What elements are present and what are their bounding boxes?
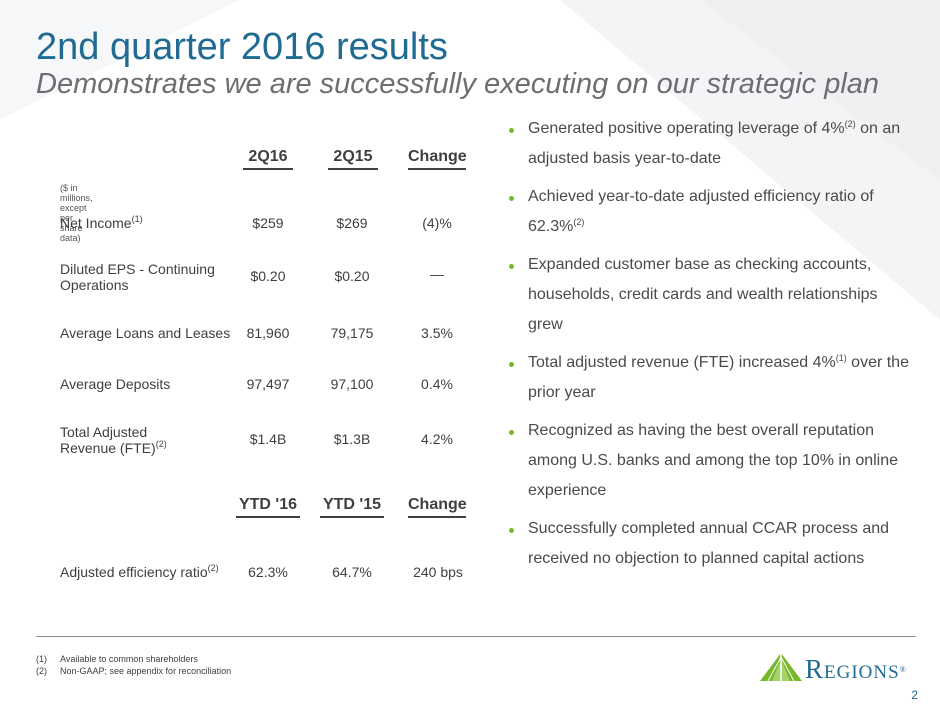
bullet-dot-icon <box>509 128 514 133</box>
cell-ytd15: 64.7% <box>332 564 372 580</box>
bullet-text: Generated positive operating leverage of… <box>528 120 845 137</box>
row-label-average-loans: Average Loans and Leases <box>60 325 231 341</box>
footnote-ref: (1) <box>835 353 847 363</box>
cell-ytd16: 62.3% <box>248 564 288 580</box>
row-label-diluted-eps: Diluted EPS - Continuing Operations <box>60 261 225 293</box>
cell-2q16: $1.4B <box>249 431 287 447</box>
list-item: Expanded customer base as checking accou… <box>509 250 909 340</box>
row-label-adjusted-efficiency: Adjusted efficiency ratio(2) <box>60 563 240 581</box>
column-header-change: Change <box>408 148 467 170</box>
footnote-text: Available to common shareholders <box>60 654 198 664</box>
column-header-2q16: 2Q16 <box>243 148 293 170</box>
footnote-ref: (2) <box>207 563 219 573</box>
footnote-ref: (2) <box>155 439 167 449</box>
logo-wordmark: Regions <box>805 654 900 684</box>
cell-change: 0.4% <box>421 376 453 392</box>
table-note: ($ in millions, except per share data) <box>60 183 93 243</box>
column-header-2q15: 2Q15 <box>328 148 378 170</box>
cell-2q16: $0.20 <box>250 268 286 284</box>
bullet-text-tail: over the prior year <box>528 354 909 401</box>
footnote-ref: (2) <box>573 217 585 227</box>
bullet-dot-icon <box>509 528 514 533</box>
cell-2q16: 97,497 <box>246 376 290 392</box>
highlights-list: Generated positive operating leverage of… <box>509 114 909 582</box>
bullet-text: Achieved year-to-date adjusted efficienc… <box>528 188 874 235</box>
regions-triangle-logo-icon <box>760 653 802 681</box>
column-header-ytd-change: Change <box>408 496 467 518</box>
label-text: Adjusted efficiency ratio <box>60 564 208 580</box>
footnote-key: (1) <box>36 654 47 664</box>
bullet-dot-icon <box>509 264 514 269</box>
cell-change: 4.2% <box>421 431 453 447</box>
page-number: 2 <box>911 688 918 702</box>
footnote-ref: (2) <box>844 119 856 129</box>
row-label-net-income: Net Income(1) <box>60 214 230 232</box>
list-item: Successfully completed annual CCAR proce… <box>509 514 909 574</box>
bullet-text-tail: on an adjusted basis year-to-date <box>528 120 901 167</box>
row-label-total-adjusted-revenue: Total Adjusted Revenue (FTE)(2) <box>60 424 180 456</box>
page-subtitle: Demonstrates we are successfully executi… <box>36 68 880 100</box>
cell-ytd-change: 240 bps <box>413 564 463 580</box>
cell-2q16: 81,960 <box>246 325 290 341</box>
list-item: Recognized as having the best overall re… <box>509 416 909 506</box>
column-header-ytd15: YTD '15 <box>320 496 384 518</box>
footnote: (1) Available to common shareholders <box>36 654 198 664</box>
list-item: Achieved year-to-date adjusted efficienc… <box>509 182 909 242</box>
footnote-ref: (1) <box>131 214 143 224</box>
cell-2q15: $1.3B <box>333 431 371 447</box>
label-text: Net Income <box>60 215 132 231</box>
bullet-dot-icon <box>509 362 514 367</box>
regions-logo-text: Regions® <box>805 654 907 685</box>
cell-2q15: 79,175 <box>330 325 374 341</box>
registered-mark: ® <box>899 665 907 674</box>
cell-change: (4)% <box>422 215 452 231</box>
row-label-average-deposits: Average Deposits <box>60 376 171 392</box>
list-item: Total adjusted revenue (FTE) increased 4… <box>509 348 909 408</box>
bullet-text: Recognized as having the best overall re… <box>528 422 899 499</box>
bullet-dot-icon <box>509 430 514 435</box>
cell-2q15: $269 <box>336 215 368 231</box>
bullet-text: Expanded customer base as checking accou… <box>528 256 878 333</box>
page-title: 2nd quarter 2016 results <box>36 26 448 68</box>
cell-2q15: $0.20 <box>334 268 370 284</box>
cell-change: 3.5% <box>421 325 453 341</box>
footnote-key: (2) <box>36 666 47 676</box>
footer-divider <box>36 636 916 637</box>
footnote-text: Non-GAAP; see appendix for reconciliatio… <box>60 666 232 676</box>
footnote: (2) Non-GAAP; see appendix for reconcilia… <box>36 666 231 676</box>
label-text: Total Adjusted Revenue (FTE) <box>60 424 156 456</box>
bullet-dot-icon <box>509 196 514 201</box>
bullet-text: Total adjusted revenue (FTE) increased 4… <box>528 354 836 371</box>
cell-2q15: 97,100 <box>330 376 374 392</box>
cell-change: — <box>430 266 444 282</box>
bullet-text: Successfully completed annual CCAR proce… <box>528 520 890 567</box>
column-header-ytd16: YTD '16 <box>236 496 300 518</box>
label-text: Diluted EPS - Continuing Operations <box>60 261 215 293</box>
list-item: Generated positive operating leverage of… <box>509 114 909 174</box>
cell-2q16: $259 <box>252 215 284 231</box>
